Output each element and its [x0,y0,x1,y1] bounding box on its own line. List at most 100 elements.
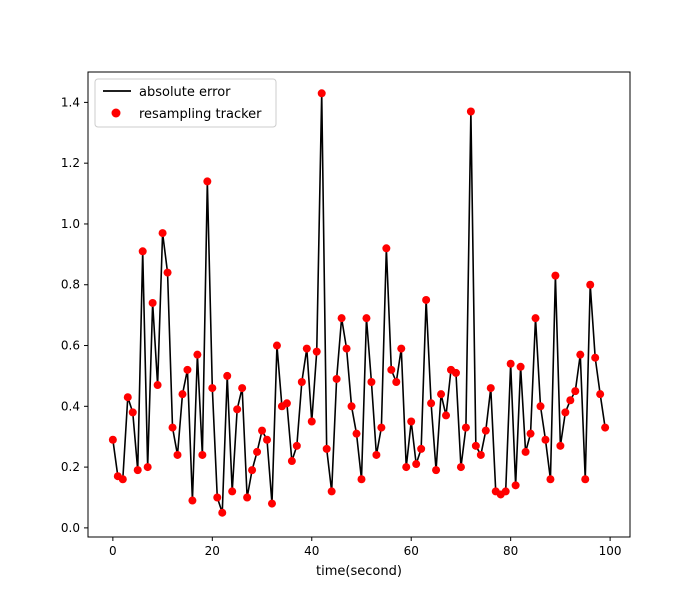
data-point [203,177,212,186]
x-tick-label: 60 [404,544,419,558]
data-point [332,374,341,383]
x-tick-label: 100 [599,544,622,558]
data-point [516,362,525,371]
data-point [417,444,426,453]
data-point [133,466,142,475]
data-point [188,496,197,505]
data-point [412,460,421,469]
data-point [213,493,222,502]
x-axis-label: time(second) [316,564,402,579]
data-point [382,244,391,253]
data-point [531,314,540,323]
data-point [218,508,227,517]
data-point [208,384,217,393]
data-point [571,387,580,396]
data-point [347,402,356,411]
legend-marker-swatch [111,108,121,118]
data-point [228,487,237,496]
data-point [178,390,187,399]
data-point [243,493,252,502]
data-point [546,475,555,484]
data-point [168,423,177,432]
data-point [481,426,490,435]
data-point [551,271,560,280]
data-point [501,487,510,496]
y-tick-label: 0.0 [61,521,80,535]
data-point [352,429,361,438]
data-point [362,314,371,323]
data-point [422,295,431,304]
data-point [357,475,366,484]
data-point [163,268,172,277]
x-tick-label: 80 [503,544,518,558]
y-tick-label: 1.0 [61,217,80,231]
data-point [596,390,605,399]
y-tick-label: 0.8 [61,278,80,292]
data-point [486,384,495,393]
data-point [556,441,565,450]
y-tick-label: 0.4 [61,399,80,413]
data-point [108,435,117,444]
data-point [566,396,575,405]
data-point [148,298,157,307]
data-point [183,365,192,374]
x-tick-label: 0 [109,544,117,558]
data-point [337,314,346,323]
data-point [377,423,386,432]
data-point [272,341,281,350]
data-point [153,381,162,390]
data-point [193,350,202,359]
data-point [367,378,376,386]
data-point [258,426,267,435]
data-point [586,280,595,289]
data-point [118,475,127,484]
data-point [456,463,465,472]
data-point [536,402,545,411]
data-point [342,344,351,353]
data-point [442,411,451,420]
data-point [297,378,306,386]
data-point [561,408,570,417]
data-point [322,444,331,453]
data-point [267,499,276,508]
data-point [143,463,152,472]
data-point [541,435,550,444]
data-point [312,347,321,356]
data-point [173,450,182,459]
y-tick-label: 1.4 [61,95,80,109]
data-point [392,378,401,386]
legend-label-resampling-tracker: resampling tracker [139,107,262,122]
x-axis: 0 20 40 60 80 100 [109,537,622,558]
data-point [591,353,600,362]
data-point [263,435,272,444]
data-point [292,441,301,450]
data-point [282,399,291,408]
data-point [317,89,326,98]
data-point [521,447,530,456]
axes-frame [87,71,631,538]
data-point [198,450,207,459]
data-point [427,399,436,408]
data-point [253,447,262,456]
data-point [451,368,460,377]
data-point [402,463,411,472]
data-point [397,344,406,353]
data-point [128,408,137,417]
data-point [461,423,470,432]
legend: absolute error resampling tracker [94,78,277,128]
data-point [327,487,336,496]
plot-area [87,71,631,538]
data-point [238,384,247,393]
data-point [307,417,316,426]
data-point [248,466,257,475]
y-tick-label: 0.2 [61,460,80,474]
x-tick-label: 20 [205,544,220,558]
y-axis: 0.0 0.2 0.4 0.6 0.8 1.0 1.2 1.4 [61,95,88,535]
data-point [506,359,515,368]
data-point [581,475,590,484]
data-point [511,481,520,490]
y-tick-label: 1.2 [61,156,80,170]
data-point [601,423,610,432]
data-point [437,390,446,399]
